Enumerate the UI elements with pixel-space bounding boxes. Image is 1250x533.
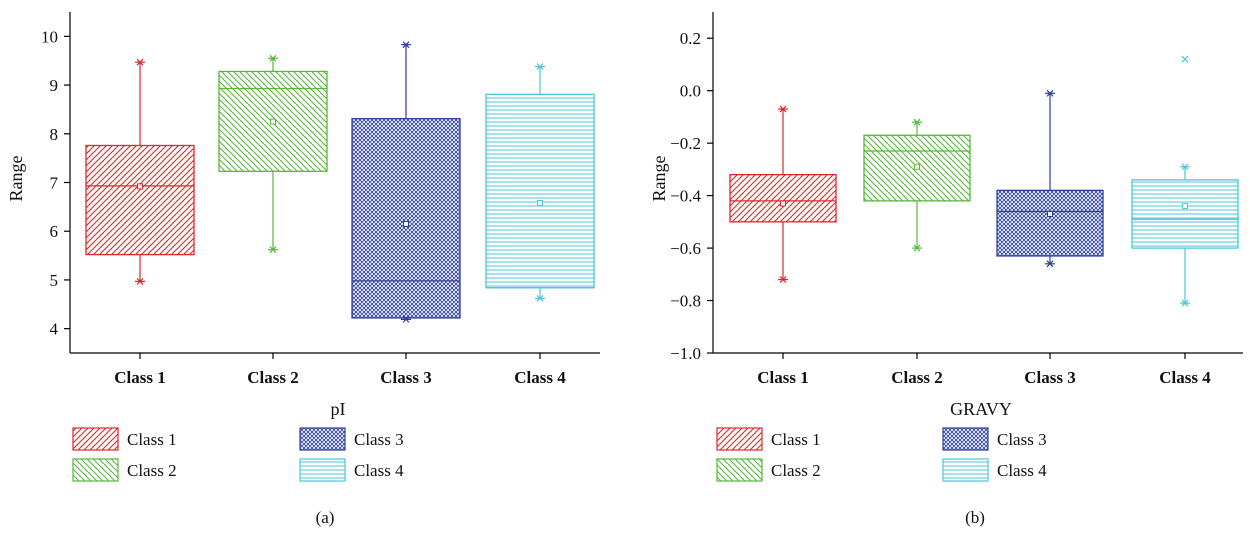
box-class-3 [351, 41, 461, 323]
y-tick-label: 0.0 [680, 82, 701, 101]
x-tick-label: Class 2 [891, 368, 942, 387]
box-class-1 [729, 105, 837, 283]
extreme-marker [536, 63, 544, 70]
y-tick-label: 5 [50, 271, 59, 290]
extreme-marker [402, 315, 410, 323]
x-tick-label: Class 1 [114, 368, 165, 387]
outlier-marker [1181, 55, 1189, 63]
y-tick-label: −0.2 [670, 134, 701, 153]
mean-marker [137, 183, 143, 190]
y-tick-label: 4 [50, 320, 59, 339]
extreme-marker [136, 58, 144, 66]
panel-label: (a) [316, 508, 335, 527]
extreme-marker [269, 54, 277, 62]
y-tick-label: 0.2 [680, 29, 701, 48]
y-tick-label: 8 [50, 125, 59, 144]
extreme-marker [136, 277, 144, 285]
x-tick-label: Class 1 [757, 368, 808, 387]
x-tick-label: Class 4 [514, 368, 566, 387]
mean-marker [1047, 210, 1053, 217]
legend: Class 1 Class 2 Class 3 Class 4 [716, 427, 1047, 482]
mean-marker [537, 199, 543, 206]
y-tick-label: −0.6 [670, 239, 701, 258]
extreme-marker [269, 246, 277, 254]
box-iqr [485, 93, 595, 289]
y-tick-label: 10 [41, 27, 58, 46]
y-tick-label: 9 [50, 76, 59, 95]
legend-swatch [942, 458, 989, 482]
y-tick-label: 6 [50, 222, 59, 241]
box-iqr [729, 173, 837, 223]
legend-swatch [942, 427, 989, 451]
extreme-marker [913, 244, 921, 252]
y-tick-label: −0.8 [670, 292, 701, 311]
box-class-2 [863, 118, 971, 252]
box-class-3 [996, 89, 1104, 268]
box-class-1 [85, 58, 195, 285]
extreme-marker [779, 105, 787, 113]
legend-label: Class 4 [354, 461, 404, 480]
mean-marker [780, 200, 786, 207]
x-axis-title: GRAVY [950, 399, 1012, 419]
mean-marker [1182, 203, 1188, 210]
legend-swatch [716, 427, 763, 451]
x-tick-label: Class 3 [380, 368, 431, 387]
y-tick-label: 7 [50, 174, 59, 193]
box-class-4 [1131, 55, 1239, 307]
legend-label: Class 2 [127, 461, 177, 480]
legend-label: Class 1 [127, 430, 177, 449]
extreme-marker [779, 276, 787, 283]
legend-label: Class 1 [771, 430, 821, 449]
y-axis-title: Range [649, 155, 669, 201]
legend-swatch [72, 427, 119, 451]
legend-swatch [716, 458, 763, 482]
legend-label: Class 3 [997, 430, 1047, 449]
extreme-marker [913, 118, 921, 126]
mean-marker [270, 118, 276, 125]
legend-swatch [299, 427, 346, 451]
legend-label: Class 2 [771, 461, 821, 480]
legend-label: Class 4 [997, 461, 1047, 480]
extreme-marker [536, 295, 544, 302]
panel-label: (b) [965, 508, 985, 527]
y-tick-label: −1.0 [670, 344, 701, 363]
legend-swatch [299, 458, 346, 482]
x-tick-label: Class 2 [247, 368, 298, 387]
legend-label: Class 3 [354, 430, 404, 449]
y-tick-label: −0.4 [670, 187, 701, 206]
box-iqr [996, 189, 1104, 257]
extreme-marker [1181, 163, 1189, 171]
mean-marker [914, 163, 920, 170]
legend-swatch [72, 458, 119, 482]
x-tick-label: Class 4 [1159, 368, 1211, 387]
box-iqr [85, 144, 195, 256]
legend: Class 1 Class 2 Class 3 Class 4 [72, 427, 404, 482]
mean-marker [403, 220, 409, 227]
extreme-marker [1181, 299, 1189, 307]
x-axis-title: pI [331, 399, 346, 419]
y-axis-title: Range [6, 155, 26, 201]
box-class-2 [218, 54, 328, 254]
extreme-marker [402, 41, 410, 49]
box-iqr [351, 118, 461, 319]
box-class-4 [485, 63, 595, 302]
extreme-marker [1046, 89, 1054, 97]
x-tick-label: Class 3 [1024, 368, 1075, 387]
box-iqr [1131, 179, 1239, 249]
extreme-marker [1046, 260, 1054, 268]
